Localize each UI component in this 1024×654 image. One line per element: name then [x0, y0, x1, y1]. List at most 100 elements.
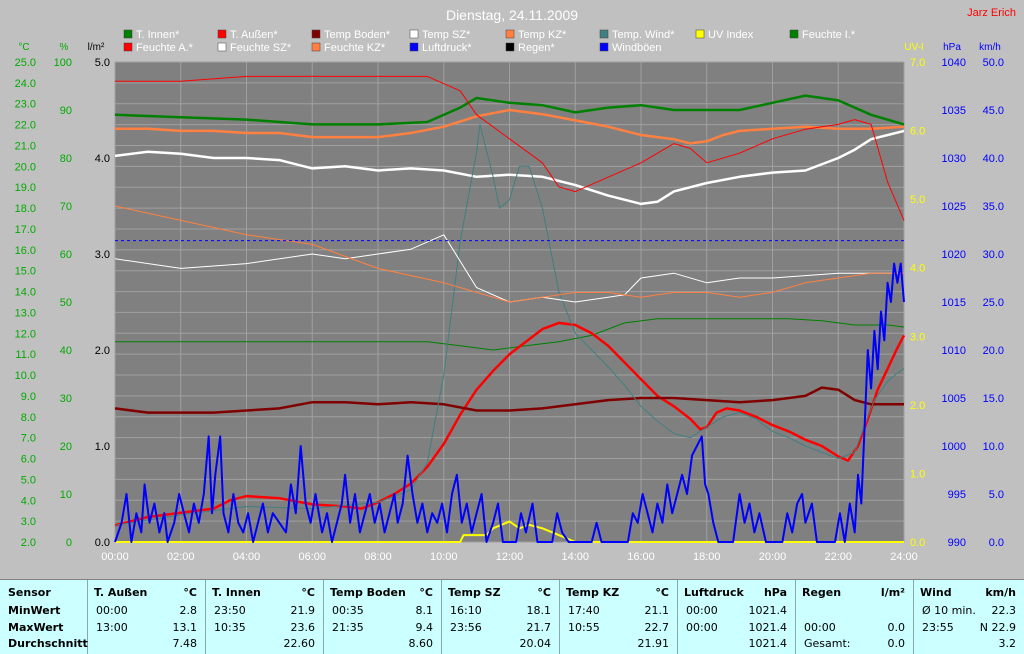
legend-swatch — [599, 29, 609, 39]
stat-unit: hPa — [763, 586, 787, 599]
stat-min-time: 00:35 — [332, 604, 364, 617]
stat-unit: km/h — [985, 586, 1016, 599]
stat-max-time: 23:56 — [450, 621, 482, 634]
legend-swatch — [695, 29, 705, 39]
series-line — [115, 108, 905, 145]
axis-tick-label: 3.0 — [21, 516, 36, 528]
axis-tick-label: 20.0 — [983, 345, 1004, 357]
stat-min-value: 21.1 — [644, 604, 670, 617]
stat-max-time: 00:00 — [686, 621, 718, 634]
stat-min-value: 8.1 — [415, 604, 434, 617]
legend-item: Windböen — [599, 42, 662, 54]
legend-item: Temp KZ* — [505, 29, 567, 41]
stat-max-value: 0.0 — [887, 621, 906, 634]
series-line — [114, 262, 905, 543]
sensor-row-label: Durchschnitt — [8, 637, 88, 650]
legend-item: Feuchte KZ* — [311, 42, 386, 54]
axis-tick-label: 1040 — [942, 57, 966, 69]
stat-unit: °C — [537, 586, 551, 599]
axis-tick-label: 25.0 — [15, 57, 36, 69]
stat-average: 3.2 — [998, 637, 1017, 650]
legend-label: Temp KZ* — [518, 29, 567, 41]
axis-tick-label: 18.0 — [15, 203, 36, 215]
axis-tick-label: 60 — [60, 249, 72, 261]
axis-tick-label: 1015 — [942, 297, 966, 309]
legend-item: Temp Boden* — [311, 29, 391, 41]
stat-max-value: 13.1 — [172, 621, 198, 634]
stat-name: Temp KZ — [566, 586, 620, 599]
legend-item: Feuchte A.* — [123, 42, 194, 54]
axis-tick-label: 15.0 — [983, 393, 1004, 405]
legend-swatch — [505, 42, 515, 52]
axis-tick-label: 10.0 — [983, 441, 1004, 453]
stat-min-value: 2.8 — [179, 604, 198, 617]
axis-tick-label: 2.0 — [910, 400, 925, 412]
axis-tick-label: 22.0 — [15, 120, 36, 132]
axis-tick-label: 45.0 — [983, 105, 1004, 117]
legend-label: T. Außen* — [230, 29, 278, 41]
legend: T. Innen* T. Außen* Temp Boden* Temp SZ* Tem… — [123, 29, 856, 54]
x-tick-label: 16:00 — [627, 551, 655, 563]
stat-max-value: 22.7 — [644, 621, 670, 634]
legend-swatch — [409, 42, 419, 52]
legend-swatch — [599, 42, 609, 52]
legend-label: Luftdruck* — [422, 42, 472, 54]
stat-max-value: 21.7 — [526, 621, 552, 634]
axis-tick-label: 3.0 — [910, 331, 925, 343]
legend-swatch — [217, 42, 227, 52]
axis-tick-label: 19.0 — [15, 182, 36, 194]
axis-unit-label: °C — [18, 42, 29, 53]
axis-tick-label: 35.0 — [983, 201, 1004, 213]
stat-max-time: 10:55 — [568, 621, 600, 634]
legend-item: T. Innen* — [123, 29, 180, 41]
legend-swatch — [311, 42, 321, 52]
axis-tick-label: 0.0 — [95, 537, 110, 549]
stat-unit: l/m² — [880, 586, 905, 599]
axis-tick-label: 5.0 — [95, 57, 110, 69]
series-line — [114, 129, 905, 206]
stat-name: Regen — [802, 586, 842, 599]
legend-item: Feuchte SZ* — [217, 42, 292, 54]
axis-tick-label: 17.0 — [15, 224, 36, 236]
axis-uv_index: UV-I 0.0 1.0 2.0 3.0 4.0 5.0 6.0 7.0 — [904, 42, 925, 549]
legend-label: Windböen — [612, 42, 662, 54]
axis-tick-label: 70 — [60, 201, 72, 213]
legend-label: UV Index — [708, 29, 754, 41]
stat-max-value: 1021.4 — [748, 621, 788, 634]
axis-tick-label: 30 — [60, 393, 72, 405]
axis-tick-label: 6.0 — [21, 454, 36, 466]
axis-tick-label: 995 — [948, 489, 966, 501]
stat-name: Wind — [920, 586, 952, 599]
stat-max-time: 13:00 — [96, 621, 128, 634]
axis-tick-label: 990 — [948, 537, 966, 549]
axis-rain_lm2: l/m² 0.0 1.0 2.0 3.0 4.0 5.0 — [88, 42, 110, 549]
axis-tick-label: 6.0 — [910, 126, 925, 138]
axis-tick-label: 24.0 — [15, 78, 36, 90]
legend-item: Feuchte I.* — [789, 29, 856, 41]
axis-tick-label: 23.0 — [15, 99, 36, 111]
series-line — [114, 94, 905, 126]
legend-label: Feuchte KZ* — [324, 42, 386, 54]
axis-tick-label: 14.0 — [15, 287, 36, 299]
legend-label: Temp SZ* — [422, 29, 471, 41]
stat-panel: Luftdruck hPa 00:00 1021.4 00:00 1021.4 1021.4 — [678, 580, 796, 654]
stat-panel: Temp SZ °C 16:10 18.1 23:56 21.7 20.04 — [442, 580, 560, 654]
stat-panel: Temp Boden °C 00:35 8.1 21:35 9.4 8.60 — [324, 580, 442, 654]
legend-swatch — [505, 29, 515, 39]
series-line — [115, 318, 905, 351]
axis-tick-label: 40 — [60, 345, 72, 357]
x-tick-label: 20:00 — [759, 551, 787, 563]
stat-min-time: 17:40 — [568, 604, 600, 617]
stat-average: 1021.4 — [748, 637, 788, 650]
axis-tick-label: 1010 — [942, 345, 966, 357]
stat-name: Luftdruck — [684, 586, 744, 599]
axis-unit-label: UV-I — [904, 42, 923, 53]
axis-tick-label: 0.0 — [910, 537, 925, 549]
axis-tick-label: 25.0 — [983, 297, 1004, 309]
axis-tick-label: 20.0 — [15, 161, 36, 173]
axes: °C 2.0 3.0 4.0 5.0 6.0 7.0 8.0 9.0 10.0 11.0 12.0 13… — [15, 42, 1004, 549]
stat-unit: °C — [301, 586, 315, 599]
stat-min-time: 23:50 — [214, 604, 246, 617]
x-tick-label: 12:00 — [496, 551, 524, 563]
stat-min-value: 21.9 — [290, 604, 316, 617]
